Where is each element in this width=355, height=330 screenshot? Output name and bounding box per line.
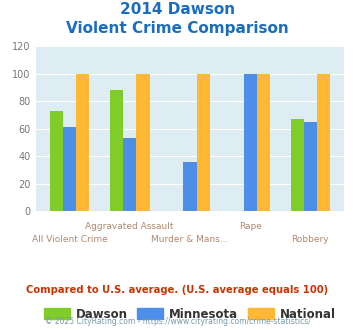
Bar (290, 119, 304, 211)
Bar (76, 74, 89, 211)
Legend: Dawson, Minnesota, National: Dawson, Minnesota, National (39, 303, 340, 325)
Text: Murder & Mans...: Murder & Mans... (151, 235, 229, 244)
Bar (244, 74, 257, 211)
Bar (50, 111, 63, 211)
Bar (197, 74, 210, 211)
Bar (110, 90, 123, 211)
Text: Compared to U.S. average. (U.S. average equals 100): Compared to U.S. average. (U.S. average … (26, 285, 329, 295)
Text: Aggravated Assault: Aggravated Assault (86, 222, 174, 231)
Text: Violent Crime Comparison: Violent Crime Comparison (66, 21, 289, 36)
Bar (304, 122, 317, 211)
Text: 2014 Dawson: 2014 Dawson (120, 2, 235, 16)
Bar (183, 162, 197, 211)
Text: All Violent Crime: All Violent Crime (32, 235, 107, 244)
Bar (136, 74, 149, 211)
Bar (63, 127, 76, 211)
Bar (123, 138, 136, 211)
Text: © 2025 CityRating.com - https://www.cityrating.com/crime-statistics/: © 2025 CityRating.com - https://www.city… (45, 317, 310, 326)
Bar (257, 74, 270, 211)
Text: Rape: Rape (239, 222, 262, 231)
Text: Robbery: Robbery (291, 235, 329, 244)
Bar (317, 74, 330, 211)
